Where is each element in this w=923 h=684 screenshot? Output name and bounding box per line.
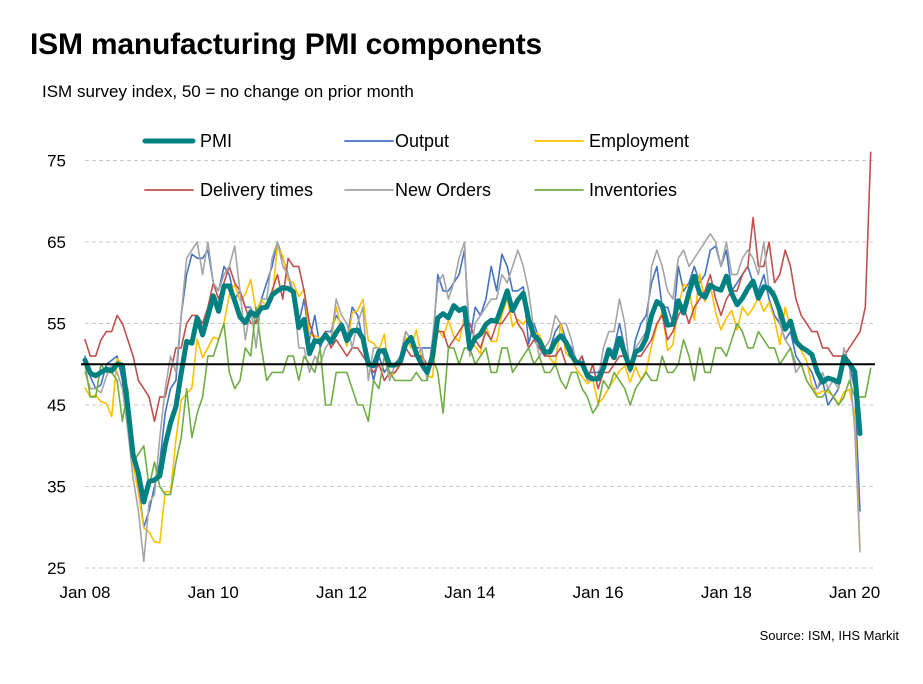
series-line-inventories	[84, 306, 872, 496]
y-tick-label: 35	[47, 478, 66, 497]
series-line-pmi	[82, 273, 863, 505]
legend-label: Inventories	[589, 180, 677, 200]
x-tick-label: Jan 14	[444, 583, 495, 602]
legend-label: PMI	[200, 131, 232, 151]
y-tick-label: 65	[47, 233, 66, 252]
legend-label: New Orders	[395, 180, 491, 200]
legend-label: Output	[395, 131, 449, 151]
chart-title: ISM manufacturing PMI components	[30, 28, 542, 61]
x-tick-label: Jan 20	[829, 583, 880, 602]
legend-label: Employment	[589, 131, 689, 151]
chart-subtitle: ISM survey index, 50 = no change on prio…	[42, 82, 414, 101]
x-tick-label: Jan 12	[316, 583, 367, 602]
y-tick-label: 55	[47, 315, 66, 334]
chart-source: Source: ISM, IHS Markit	[759, 628, 899, 643]
y-tick-label: 45	[47, 396, 66, 415]
series-line-output	[84, 241, 861, 529]
x-tick-label: Jan 16	[573, 583, 624, 602]
x-tick-label: Jan 08	[59, 583, 110, 602]
x-tick-label: Jan 18	[701, 583, 752, 602]
series-line-new-orders	[84, 233, 861, 563]
series-line-delivery-times	[84, 151, 872, 423]
y-tick-label: 75	[47, 152, 66, 171]
y-tick-label: 25	[47, 559, 66, 578]
legend-label: Delivery times	[200, 180, 313, 200]
x-tick-label: Jan 10	[188, 583, 239, 602]
